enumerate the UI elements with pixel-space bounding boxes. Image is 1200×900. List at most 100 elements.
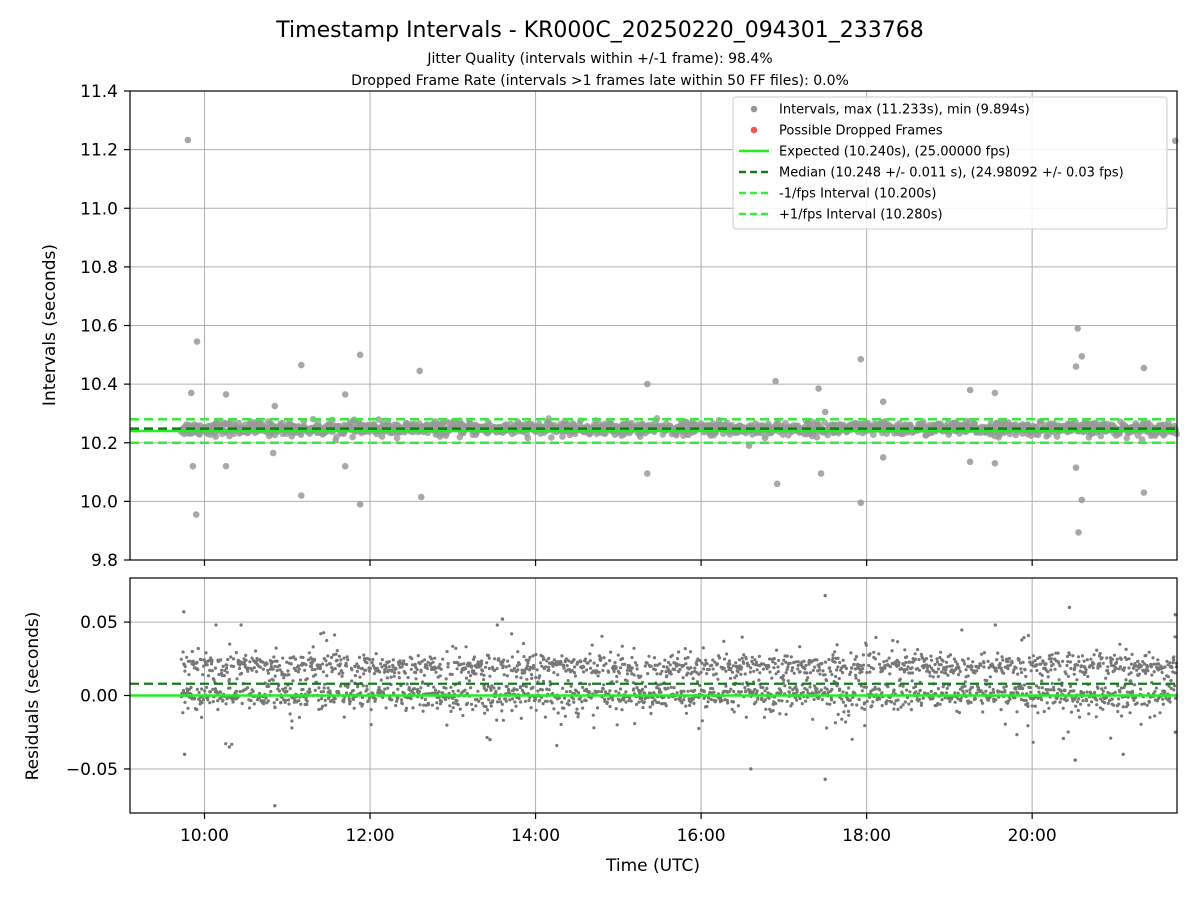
residual-point [798,645,802,649]
residual-point [1004,684,1009,688]
residual-point [739,690,744,694]
residual-point [322,686,326,690]
residual-point [519,676,523,680]
residual-point [1077,659,1081,664]
residual-point [219,658,223,662]
residual-point [487,698,491,702]
residual-point [717,656,722,660]
interval-outlier-point [222,462,230,470]
residual-point [287,698,291,702]
residual-point [957,673,961,677]
residual-point [308,690,312,694]
residual-point [950,697,954,701]
residual-point [507,664,511,668]
residual-point [288,712,292,716]
residual-point [1029,690,1033,694]
residual-point [446,662,450,666]
residual-point [1026,633,1030,638]
residual-point [648,705,652,709]
residual-point [1118,642,1122,646]
residual-point [1119,686,1124,690]
residual-point [1140,702,1144,706]
residual-point [272,655,276,659]
residual-point [1064,672,1068,676]
residual-point [234,651,238,655]
residual-point [435,706,439,710]
interval-outlier-point [644,380,651,388]
residual-point [1091,666,1095,670]
residual-point [482,673,486,677]
residual-point [908,671,912,675]
residual-point [988,675,992,679]
residual-point [767,665,771,669]
residual-point [1117,697,1121,701]
residual-point [776,670,780,674]
residual-point [560,654,564,658]
residual-point [420,696,424,700]
residual-point [532,666,536,670]
residual-point [487,666,491,671]
residual-point [696,657,700,661]
residual-point [448,704,452,708]
residual-point [415,668,419,672]
residual-point [963,662,967,666]
residual-point [362,672,366,676]
residual-point [834,674,838,679]
residual-point [501,666,505,670]
residual-point [897,660,901,665]
residual-point [1129,679,1133,683]
residual-point [890,649,894,653]
residual-point [1003,690,1007,694]
residual-point [792,671,796,675]
residual-point [942,666,946,670]
residual-point [754,700,758,704]
residual-point [1003,722,1007,726]
residual-point [729,666,733,670]
residual-point [705,704,709,709]
residual-point [730,707,734,712]
residual-point [418,662,422,666]
residual-point [346,658,350,662]
residual-point [1157,662,1161,666]
residual-point [384,666,388,670]
residual-point [898,677,902,681]
residual-point [1168,661,1172,665]
residual-point [1101,689,1105,693]
residual-point [245,686,250,690]
residual-point [400,665,404,669]
residual-point [883,664,887,668]
residual-point [500,709,504,713]
residual-point [552,671,556,675]
residual-point [705,672,709,676]
residual-point [1024,674,1028,679]
residual-point [1068,660,1072,664]
residual-point [815,658,819,662]
residual-point [1016,672,1020,676]
residual-point [419,686,423,690]
residual-point [513,700,517,704]
residual-point [782,678,786,682]
residual-point [489,704,493,708]
residual-outlier-point [488,737,492,742]
residual-point [675,691,679,695]
residual-point [846,709,851,714]
residual-point [451,701,455,705]
residual-point [709,697,713,702]
residual-point [1039,698,1044,702]
residual-point [265,662,269,666]
residual-point [458,655,462,659]
residual-point [272,701,276,705]
residual-point [254,649,258,653]
residual-point [296,664,301,668]
residual-point [928,674,932,678]
residual-point [1122,666,1127,670]
residual-point [313,673,318,677]
residual-point [339,658,343,662]
residual-point [221,664,225,669]
residual-point [472,655,477,659]
interval-outlier-point [1072,363,1080,370]
residual-point [445,649,449,654]
residual-point [1154,686,1158,690]
residual-point [981,691,985,695]
residual-point [683,647,687,651]
